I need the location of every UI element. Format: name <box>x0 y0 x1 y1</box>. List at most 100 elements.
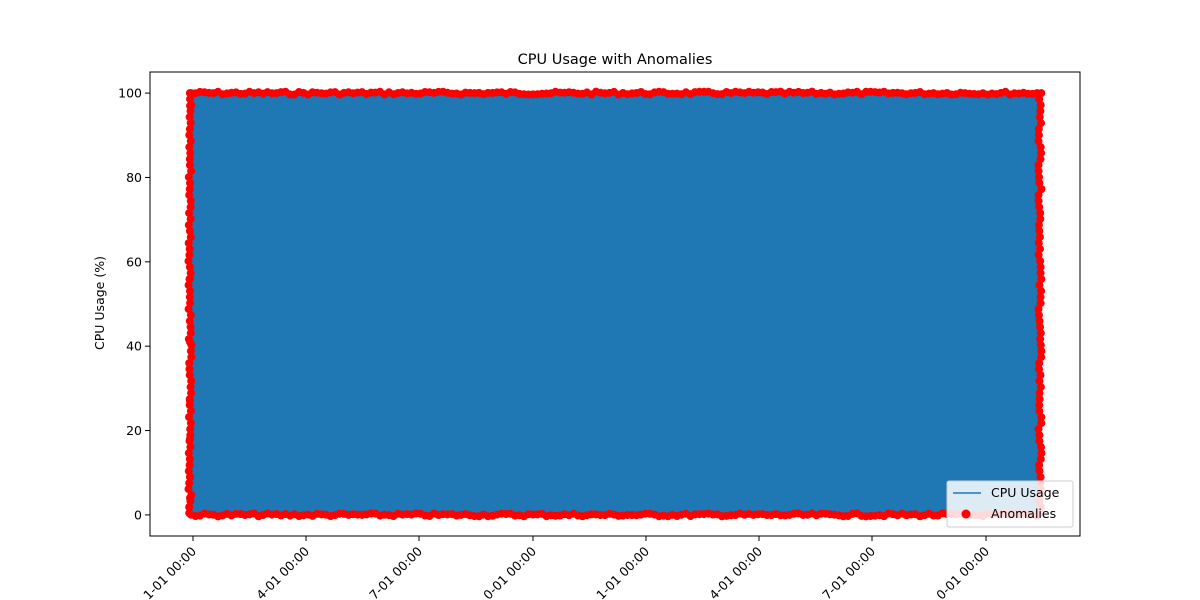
anomaly-point <box>1035 233 1044 242</box>
anomaly-point <box>1035 377 1044 386</box>
anomaly-point <box>1037 347 1046 356</box>
anomaly-point <box>1036 455 1045 464</box>
anomaly-point <box>185 455 194 464</box>
anomaly-point <box>1034 251 1043 260</box>
anomaly-point <box>186 435 194 443</box>
anomaly-point <box>1034 425 1043 434</box>
anomaly-point <box>186 179 194 188</box>
anomaly-point <box>1034 131 1043 140</box>
cpu-usage-area <box>191 93 1039 514</box>
anomaly-point <box>1035 227 1044 236</box>
anomaly-point <box>1034 311 1043 320</box>
anomaly-point <box>1037 413 1046 422</box>
anomaly-point <box>186 287 194 296</box>
anomaly-point <box>1035 317 1044 326</box>
anomaly-point <box>1035 173 1043 182</box>
anomaly-point <box>185 143 194 152</box>
anomaly-point <box>186 233 195 242</box>
anomaly-point <box>1037 185 1046 194</box>
anomaly-point <box>1036 299 1045 308</box>
anomaly-point <box>186 197 195 206</box>
anomaly-point <box>186 425 195 434</box>
anomaly-point <box>185 371 194 380</box>
y-tick-label: 80 <box>126 170 142 185</box>
anomaly-point <box>186 443 195 452</box>
anomaly-point <box>1036 245 1044 254</box>
anomaly-point <box>1034 125 1043 134</box>
y-axis-ticks: 0 20 40 60 80 100 <box>118 86 150 522</box>
anomaly-point <box>1036 383 1045 392</box>
anomaly-point <box>185 479 194 488</box>
anomaly-point <box>184 449 193 458</box>
anomaly-point <box>186 299 195 308</box>
anomaly-point <box>186 95 194 104</box>
anomaly-points <box>184 87 1046 521</box>
anomaly-point <box>1036 107 1045 116</box>
anomaly-point <box>186 203 195 212</box>
anomaly-point <box>185 293 194 302</box>
anomaly-point <box>185 185 194 194</box>
y-tick-label: 60 <box>126 254 142 269</box>
y-axis-label: CPU Usage (%) <box>92 256 107 350</box>
anomaly-point <box>1036 323 1044 332</box>
x-tick-label: 7-01 00:00 <box>366 543 425 600</box>
anomaly-point <box>184 257 193 266</box>
anomaly-point <box>1035 401 1044 410</box>
x-tick-label: 1-01 00:00 <box>140 543 199 600</box>
anomaly-point <box>1037 89 1046 98</box>
anomaly-point <box>186 407 195 416</box>
x-tick-label: 4-01 00:00 <box>253 543 312 600</box>
anomaly-point <box>185 359 194 368</box>
anomaly-point <box>1035 203 1044 212</box>
anomaly-point <box>186 311 195 320</box>
anomaly-point <box>1034 191 1043 200</box>
x-tick-label: 0-01 00:00 <box>933 543 992 600</box>
anomaly-point <box>185 191 194 200</box>
anomaly-point <box>1035 179 1044 188</box>
anomaly-point <box>185 503 194 512</box>
anomaly-point <box>184 281 193 290</box>
anomaly-point <box>1037 119 1045 128</box>
anomaly-point <box>185 89 194 98</box>
anomaly-point <box>187 167 196 176</box>
x-axis-ticks: 1-01 00:00 4-01 00:00 7-01 00:00 0-01 00:00… <box>140 536 992 600</box>
anomaly-point <box>1035 407 1044 416</box>
anomaly-point <box>1037 443 1045 452</box>
anomaly-point <box>1036 215 1045 224</box>
anomaly-point <box>185 131 194 140</box>
anomaly-point <box>186 472 194 481</box>
legend-anomalies-label: Anomalies <box>991 506 1056 521</box>
anomaly-point <box>185 317 194 326</box>
anomaly-point <box>186 323 195 332</box>
anomaly-point <box>185 227 194 236</box>
y-tick-label: 0 <box>134 507 142 522</box>
anomaly-point <box>1035 431 1044 440</box>
anomaly-point <box>185 509 194 518</box>
anomaly-point <box>1035 395 1044 404</box>
anomaly-point <box>186 274 194 283</box>
anomaly-point <box>1035 365 1043 374</box>
anomaly-point <box>1035 437 1044 446</box>
anomaly-point <box>1034 239 1043 248</box>
x-tick-label: 1-01 00:00 <box>593 543 652 600</box>
anomaly-point <box>186 494 194 502</box>
anomaly-point <box>184 485 193 494</box>
anomaly-point <box>1035 113 1044 122</box>
legend: CPU Usage Anomalies <box>946 480 1074 528</box>
anomaly-point <box>187 389 196 398</box>
anomaly-point <box>1034 161 1043 170</box>
anomaly-point <box>1037 449 1046 458</box>
anomaly-point <box>185 263 194 272</box>
anomaly-point <box>1034 197 1043 206</box>
anomaly-point <box>1036 209 1045 218</box>
anomaly-point <box>1036 335 1045 344</box>
chart-title: CPU Usage with Anomalies <box>518 52 713 68</box>
y-tick-label: 40 <box>126 339 142 354</box>
legend-anomalies-marker <box>961 509 971 519</box>
anomaly-point <box>186 119 195 128</box>
anomaly-point <box>186 419 195 428</box>
anomaly-point <box>185 365 194 374</box>
anomaly-point <box>1034 137 1043 146</box>
anomaly-point <box>1036 101 1045 110</box>
